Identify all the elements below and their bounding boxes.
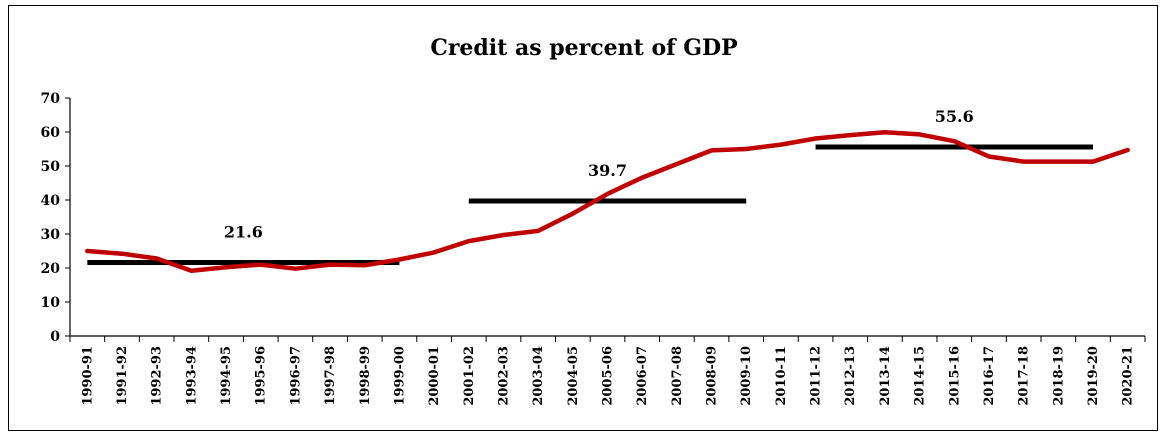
x-tick-label: 1993-94 bbox=[184, 346, 199, 406]
x-tick-label: 2010-11 bbox=[774, 346, 789, 406]
x-tick-label: 1991-92 bbox=[115, 346, 130, 406]
x-tick-label: 2001-02 bbox=[462, 346, 477, 406]
x-tick-label: 2006-07 bbox=[635, 346, 650, 406]
x-tick-label: 2012-13 bbox=[843, 346, 858, 406]
x-tick-label: 1995-96 bbox=[254, 346, 269, 406]
y-tick-label: 40 bbox=[41, 193, 61, 209]
chart-frame bbox=[8, 5, 1158, 431]
x-tick-label: 2017-18 bbox=[1017, 346, 1032, 406]
average-labels: 21.6 39.7 55.6 bbox=[224, 107, 974, 242]
x-tick-label: 2014-15 bbox=[913, 346, 928, 406]
x-tick-label: 1996-97 bbox=[288, 346, 303, 406]
x-tick-label: 2008-09 bbox=[705, 346, 720, 406]
average-lines bbox=[87, 144, 1093, 266]
x-tick-label: 2019-20 bbox=[1086, 346, 1101, 406]
series-layer bbox=[85, 130, 1130, 273]
x-tick-label: 1990-91 bbox=[80, 346, 95, 406]
average-label: 39.7 bbox=[588, 161, 627, 180]
y-tick-label: 30 bbox=[41, 227, 61, 243]
x-tick-label: 2003-04 bbox=[531, 346, 546, 406]
y-tick-label: 0 bbox=[50, 329, 60, 345]
x-tick-label: 2000-01 bbox=[427, 346, 442, 406]
y-tick-label: 10 bbox=[41, 295, 61, 311]
x-tick-label: 2018-19 bbox=[1051, 346, 1066, 406]
x-tick-label: 2020-21 bbox=[1121, 346, 1136, 406]
x-tick-label: 1994-95 bbox=[219, 346, 234, 406]
x-tick-label: 1997-98 bbox=[323, 346, 338, 406]
y-tick-label: 60 bbox=[41, 125, 61, 141]
y-tick-label: 50 bbox=[41, 159, 61, 175]
axes: 0 10 20 30 40 50 60 70 1990-91 1991-92 1992-93 1993… bbox=[41, 91, 1146, 406]
x-tick-label: 2011-12 bbox=[809, 346, 824, 406]
x-tick-label: 2002-03 bbox=[496, 346, 511, 406]
average-label: 55.6 bbox=[935, 107, 974, 126]
average-label: 21.6 bbox=[224, 223, 263, 242]
x-tick-label: 1999-00 bbox=[392, 346, 407, 406]
x-tick-label: 2005-06 bbox=[601, 346, 616, 406]
x-tick-label: 1992-93 bbox=[150, 346, 165, 406]
x-tick-label: 2004-05 bbox=[566, 346, 581, 406]
x-tick-label: 2013-14 bbox=[878, 346, 893, 406]
y-tick-label: 20 bbox=[41, 261, 61, 277]
y-tick-label: 70 bbox=[41, 91, 61, 107]
x-tick-label: 1998-99 bbox=[358, 346, 373, 406]
x-tick-label: 2015-16 bbox=[947, 346, 962, 406]
x-tick-label: 2009-10 bbox=[739, 346, 754, 406]
x-tick-label: 2016-17 bbox=[982, 346, 997, 406]
chart-title: Credit as percent of GDP bbox=[430, 35, 737, 61]
x-tick-label: 2007-08 bbox=[670, 346, 685, 406]
